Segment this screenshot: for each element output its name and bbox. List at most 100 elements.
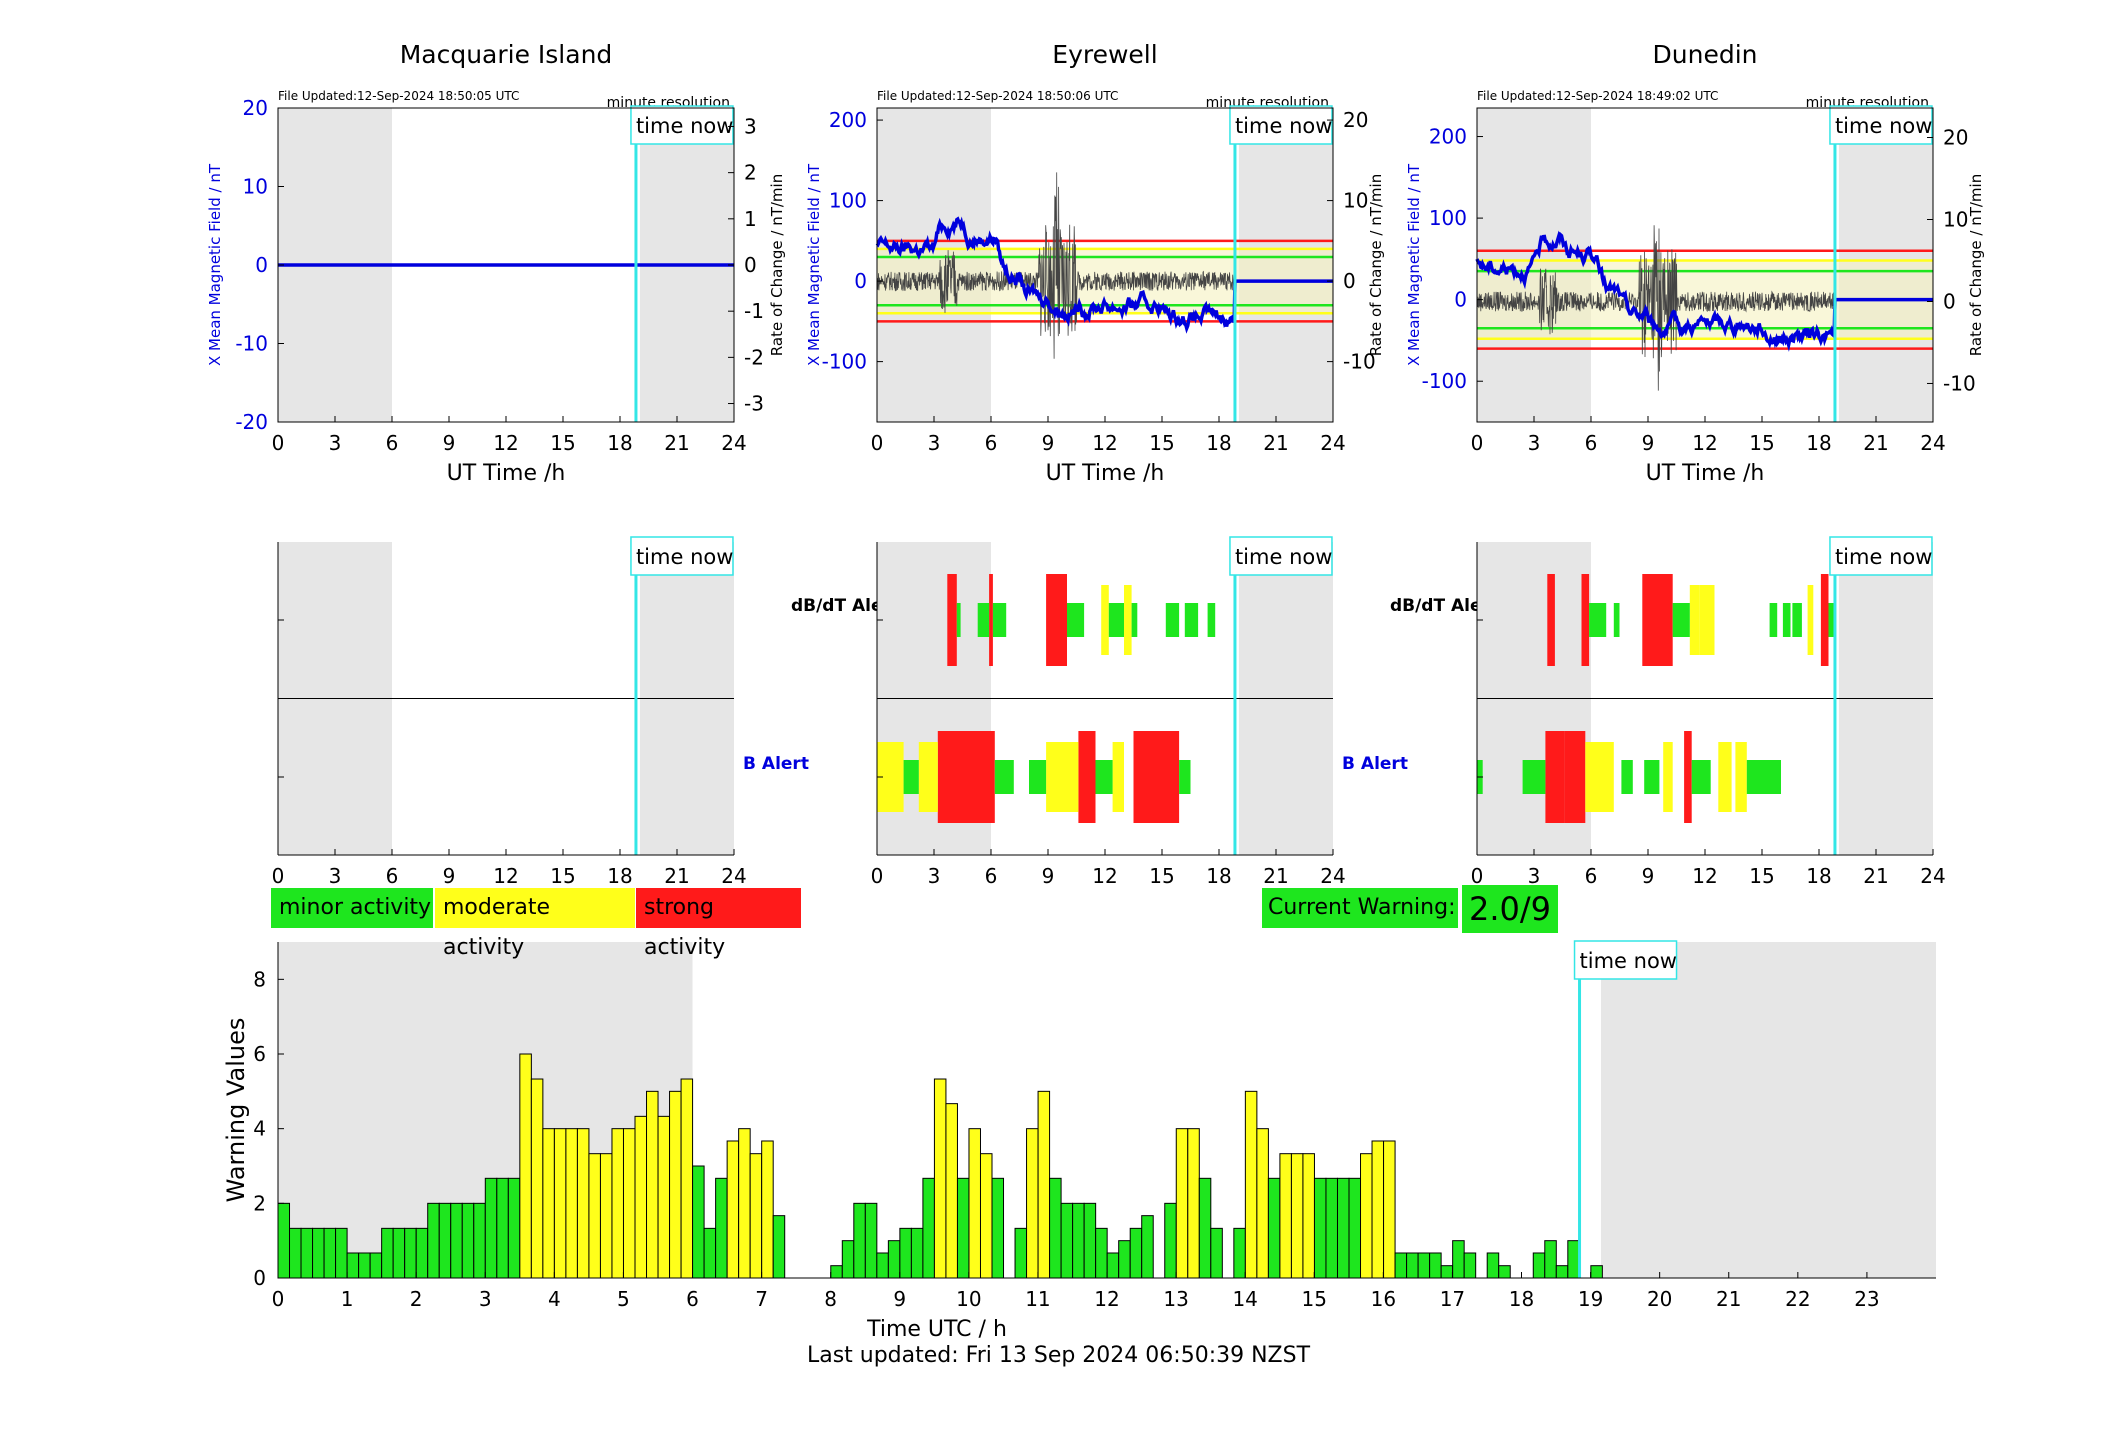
alert-panel-0: time now 0 3 6 9 12 15 18 21 24 dB/dT Alert B Alert — [272, 536, 899, 888]
warning-bar — [1325, 1177, 1338, 1279]
y-tick-label: 0 — [1454, 288, 1467, 312]
warning-bar — [415, 1227, 429, 1279]
alert-block-strong — [989, 574, 993, 666]
x-tick-label: 1 — [341, 1287, 354, 1311]
x-tick-label: 3 — [329, 431, 342, 455]
alert-block-moderate — [1124, 585, 1132, 655]
warning-bar — [1106, 1252, 1120, 1279]
alert-block-strong — [1684, 731, 1692, 823]
warning-bar — [1429, 1252, 1442, 1279]
time-now-box — [630, 105, 734, 145]
alert-block-minor — [1131, 603, 1138, 637]
x-tick-label: 9 — [1042, 864, 1055, 888]
x-tick-label: 0 — [272, 1287, 285, 1311]
alert-block-minor — [1613, 603, 1620, 637]
time-now-box — [1573, 940, 1678, 980]
legend-strong-activity: strong activity — [636, 888, 801, 960]
x-tick-label: 2 — [410, 1287, 423, 1311]
alert-block-moderate — [1046, 742, 1079, 812]
warning-bar — [323, 1227, 337, 1279]
x-tick-label: 18 — [607, 431, 632, 455]
y-tick-label: 20 — [243, 96, 268, 120]
y2-tick-label: 0 — [744, 253, 757, 277]
station-panel-1: Eyrewell File Updated:12-Sep-2024 18:50:0… — [805, 40, 1385, 486]
warning-bar — [669, 1090, 682, 1279]
warning-bar — [830, 1265, 843, 1279]
warning-bar — [1302, 1153, 1315, 1279]
warning-bar — [887, 1240, 901, 1279]
x-tick-label: 18 — [1806, 431, 1831, 455]
warning-bar — [910, 1227, 924, 1279]
x-tick-label: 4 — [548, 1287, 561, 1311]
alert-block-minor — [1691, 760, 1711, 794]
warning-bar — [749, 1153, 763, 1279]
warning-bar — [461, 1202, 475, 1279]
alert-block-moderate — [1585, 742, 1601, 812]
x-tick-label: 22 — [1785, 1287, 1810, 1311]
y-tick-label: 8 — [253, 967, 266, 991]
alert-block-minor — [994, 760, 1014, 794]
alert-block-strong — [1642, 574, 1673, 666]
left-y-axis-label: X Mean Magnetic Field / nT — [206, 163, 224, 366]
warning-bar — [1164, 1202, 1177, 1279]
x-tick-label: 9 — [1642, 864, 1655, 888]
x-tick-label: 0 — [1471, 864, 1484, 888]
x-tick-label: 12 — [1692, 864, 1717, 888]
x-tick-label: 18 — [1206, 864, 1231, 888]
x-tick-label: 24 — [1320, 864, 1345, 888]
alert-block-minor — [1644, 760, 1660, 794]
warning-bar — [1383, 1140, 1396, 1279]
alert-block-moderate — [1735, 742, 1747, 812]
warning-bar — [864, 1202, 878, 1279]
x-tick-label: 10 — [956, 1287, 981, 1311]
warning-bar — [1440, 1265, 1454, 1279]
alert-block-minor — [1184, 603, 1199, 637]
x-axis-label: UT Time /h — [447, 461, 566, 486]
alert-block-minor — [1792, 603, 1802, 637]
alert-block-minor — [1067, 603, 1085, 637]
alert-block-minor — [1589, 603, 1607, 637]
station-title: Dunedin — [1653, 40, 1758, 69]
warning-bar — [646, 1090, 659, 1279]
x-tick-label: 24 — [1320, 431, 1345, 455]
warning-bar — [1187, 1128, 1200, 1279]
alert-block-minor — [956, 603, 961, 637]
warning-bar — [484, 1177, 498, 1279]
warning-bar — [1452, 1240, 1465, 1279]
right-y-axis-label: Rate of Change / nT/min — [768, 174, 786, 356]
warning-bar — [933, 1078, 947, 1279]
right-y-axis-label: Rate of Change / nT/min — [1367, 174, 1385, 356]
x-axis-label: UT Time /h — [1046, 461, 1165, 486]
warning-bar — [289, 1227, 302, 1279]
mean-field-series — [875, 216, 1333, 334]
warning-bar — [1083, 1202, 1097, 1279]
warning-bar — [507, 1177, 521, 1279]
y2-tick-label: 0 — [1943, 289, 1956, 313]
x-tick-label: 6 — [386, 864, 399, 888]
warning-bar — [761, 1140, 774, 1279]
x-tick-label: 15 — [1749, 431, 1774, 455]
alert-block-moderate — [1101, 585, 1109, 655]
alert-block-strong — [1078, 731, 1096, 823]
x-tick-label: 15 — [1749, 864, 1774, 888]
alert-block-strong — [937, 731, 995, 823]
warning-bar — [1037, 1090, 1051, 1279]
y2-tick-label: 3 — [744, 114, 757, 138]
x-tick-label: 8 — [824, 1287, 837, 1311]
y-tick-label: -100 — [1422, 369, 1467, 393]
alert-block-moderate — [1663, 742, 1673, 812]
warning-bar — [553, 1128, 567, 1279]
alert-block-minor — [1095, 760, 1113, 794]
warning-bar — [634, 1115, 648, 1279]
warning-bar — [1095, 1227, 1108, 1279]
warning-bar — [1244, 1090, 1258, 1279]
warning-bar — [473, 1202, 486, 1279]
x-tick-label: 0 — [272, 431, 285, 455]
time-now-box — [1229, 536, 1333, 576]
b-alert-label: B Alert — [1342, 754, 1408, 774]
warning-bar — [1348, 1177, 1362, 1279]
x-tick-label: 5 — [617, 1287, 630, 1311]
